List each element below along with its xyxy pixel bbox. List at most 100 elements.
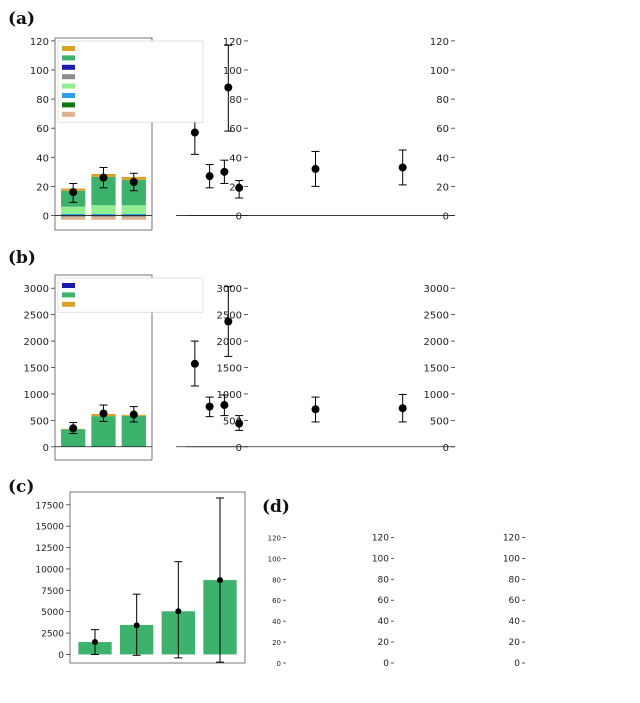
y-tick-label: 80	[272, 576, 281, 584]
y-tick-label: 2000	[424, 337, 449, 348]
y-tick-label: 0	[514, 659, 520, 669]
y-tick-label: 7500	[41, 587, 64, 597]
legend-swatch	[62, 64, 75, 70]
mean-point	[69, 188, 78, 197]
mean-point	[311, 405, 320, 414]
y-tick-label: 0	[58, 651, 64, 661]
legend-swatch	[62, 102, 75, 108]
legend-swatch	[62, 111, 75, 117]
mean-point	[92, 639, 98, 646]
panel-b-ssp3: 0 500 1000 1500 2000 2500 3000	[176, 284, 455, 454]
y-tick-label: 0	[443, 443, 449, 454]
legend-frame	[57, 40, 204, 123]
y-tick-label: 500	[430, 416, 449, 427]
bar-segment-flood-economic-impact	[121, 215, 146, 217]
y-tick-label: 20	[272, 639, 281, 647]
bar-segment-cooling-and-heating-demand	[121, 205, 146, 214]
y-tick-label: 60	[272, 597, 281, 605]
bar-segment-undernourishment-economic-impact	[61, 216, 86, 220]
legend-swatch	[62, 74, 75, 80]
chart-d-mitigation: 0 20 40 60 80 100 120 0 20 40 60 80 100 120 0 20 40 60 80 1…	[268, 533, 525, 669]
y-tick-label: 2500	[424, 311, 449, 322]
mean-point	[99, 173, 108, 182]
y-tick-label: 0	[443, 211, 449, 222]
bar-segment-undernourishment-economic-impact	[91, 216, 116, 220]
y-tick-label: 120	[503, 533, 520, 543]
mean-point	[235, 183, 244, 192]
mean-point	[224, 317, 233, 326]
y-tick-label-b: 3000	[24, 284, 49, 295]
panel-label-a: (a)	[8, 9, 35, 29]
y-tick-label: 1500	[424, 364, 449, 375]
legend-swatch	[62, 283, 75, 288]
mean-point	[129, 410, 138, 419]
panel-frame	[54, 274, 153, 461]
chart-a-economic-impact: 0204060801001200204060801001200204060801…	[30, 37, 455, 231]
y-tick-label: 2000	[217, 337, 242, 348]
y-tick-label: 60	[378, 596, 390, 606]
y-tick-label: 0	[236, 211, 242, 222]
legend-frame	[57, 277, 204, 313]
y-tick-label: 80	[436, 95, 449, 106]
panel-a-ssp3: 0 20 40 60 80 100 120	[176, 37, 455, 222]
legend-swatch	[62, 55, 75, 61]
y-tick-label-b: 1000	[24, 390, 49, 401]
y-tick-label: 40	[229, 153, 242, 164]
y-tick-label: 100	[430, 66, 449, 77]
mean-point	[175, 608, 182, 615]
y-tick-label: 0	[383, 659, 389, 669]
y-tick-label: 1500	[217, 364, 242, 375]
y-tick-label: 12500	[35, 544, 64, 554]
legend-swatch	[62, 292, 75, 298]
y-tick-label-b: 2000	[24, 337, 49, 348]
mean-point	[99, 409, 108, 418]
y-tick-label: 1000	[424, 390, 449, 401]
y-tick-label: 100	[372, 554, 389, 564]
mean-point	[69, 424, 78, 433]
bar-segment-cooling-and-heating-demand	[61, 206, 86, 214]
y-tick-label-a: 40	[36, 153, 49, 164]
mean-point	[235, 419, 244, 428]
y-tick-label: 0	[277, 660, 281, 668]
mean-point	[398, 404, 407, 413]
mean-point	[190, 128, 199, 137]
legend-b	[57, 277, 204, 313]
panel-label-c: (c)	[8, 477, 34, 497]
y-tick-label: 1000	[217, 390, 242, 401]
bar-segment-heat-related-excess-mortality	[61, 429, 86, 447]
legend-swatch	[62, 83, 75, 89]
y-tick-label: 20	[509, 638, 521, 648]
y-tick-label: 40	[436, 153, 449, 164]
y-tick-label: 17500	[35, 501, 64, 511]
y-tick-label: 80	[378, 575, 390, 585]
y-tick-label: 15000	[35, 523, 64, 533]
y-tick-label: 120	[223, 37, 242, 48]
y-tick-label: 60	[229, 124, 242, 135]
panel-b-ssp1	[54, 274, 153, 461]
mean-point	[217, 577, 223, 584]
y-tick-label: 20	[378, 638, 390, 648]
y-tick-label: 80	[229, 95, 242, 106]
y-tick-label: 120	[268, 534, 281, 542]
mean-point	[205, 172, 214, 181]
y-tick-label-b: 1500	[24, 364, 49, 375]
mean-point	[133, 622, 140, 629]
mean-point	[220, 401, 229, 410]
panel-d-ssp1: 0 20 40 60 80 100 120	[268, 534, 286, 668]
chart-c-biodiversity: 0 2500 5000 7500 10000 12500 15000 17500	[35, 491, 246, 664]
y-tick-label: 80	[509, 575, 521, 585]
mean-point	[129, 178, 138, 186]
bar-segment-flood-economic-impact	[61, 215, 86, 217]
panel-d-ssp3: 0 20 40 60 80 100 120	[503, 533, 525, 669]
y-tick-label-a: 80	[36, 95, 49, 106]
mean-point	[398, 163, 407, 172]
bar-segment-cooling-and-heating-demand	[91, 205, 116, 214]
y-tick-label: 60	[436, 124, 449, 135]
y-tick-label-a: 100	[30, 66, 49, 77]
panel-frame	[54, 37, 153, 231]
y-tick-label-b: 500	[30, 416, 49, 427]
y-tick-label: 40	[272, 618, 281, 626]
panel-a-ssp1	[54, 37, 153, 231]
legend-a	[57, 40, 204, 123]
